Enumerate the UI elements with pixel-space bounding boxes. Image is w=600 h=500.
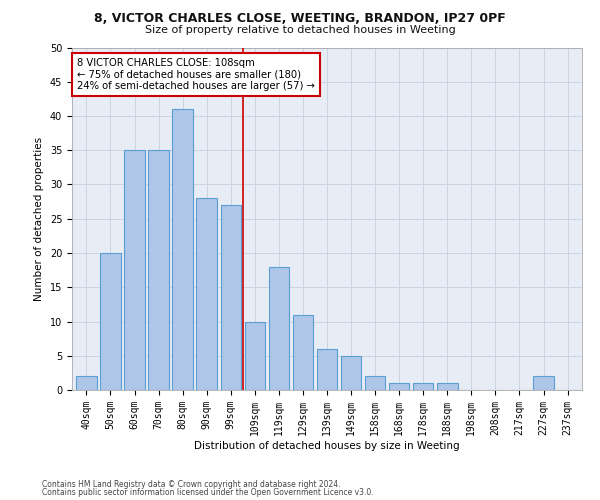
Bar bbox=[172, 109, 193, 390]
Bar bbox=[196, 198, 217, 390]
Text: 8, VICTOR CHARLES CLOSE, WEETING, BRANDON, IP27 0PF: 8, VICTOR CHARLES CLOSE, WEETING, BRANDO… bbox=[94, 12, 506, 26]
Bar bbox=[124, 150, 145, 390]
Bar bbox=[269, 266, 289, 390]
Bar bbox=[413, 383, 433, 390]
Bar bbox=[389, 383, 409, 390]
Text: 8 VICTOR CHARLES CLOSE: 108sqm
← 75% of detached houses are smaller (180)
24% of: 8 VICTOR CHARLES CLOSE: 108sqm ← 75% of … bbox=[77, 58, 315, 91]
Bar bbox=[76, 376, 97, 390]
Text: Contains public sector information licensed under the Open Government Licence v3: Contains public sector information licen… bbox=[42, 488, 374, 497]
Bar bbox=[317, 349, 337, 390]
Bar bbox=[341, 356, 361, 390]
Bar bbox=[533, 376, 554, 390]
Text: Size of property relative to detached houses in Weeting: Size of property relative to detached ho… bbox=[145, 25, 455, 35]
Bar bbox=[245, 322, 265, 390]
Y-axis label: Number of detached properties: Number of detached properties bbox=[34, 136, 44, 301]
X-axis label: Distribution of detached houses by size in Weeting: Distribution of detached houses by size … bbox=[194, 440, 460, 450]
Text: Contains HM Land Registry data © Crown copyright and database right 2024.: Contains HM Land Registry data © Crown c… bbox=[42, 480, 341, 489]
Bar bbox=[293, 314, 313, 390]
Bar bbox=[365, 376, 385, 390]
Bar bbox=[221, 205, 241, 390]
Bar bbox=[437, 383, 458, 390]
Bar bbox=[100, 253, 121, 390]
Bar bbox=[148, 150, 169, 390]
